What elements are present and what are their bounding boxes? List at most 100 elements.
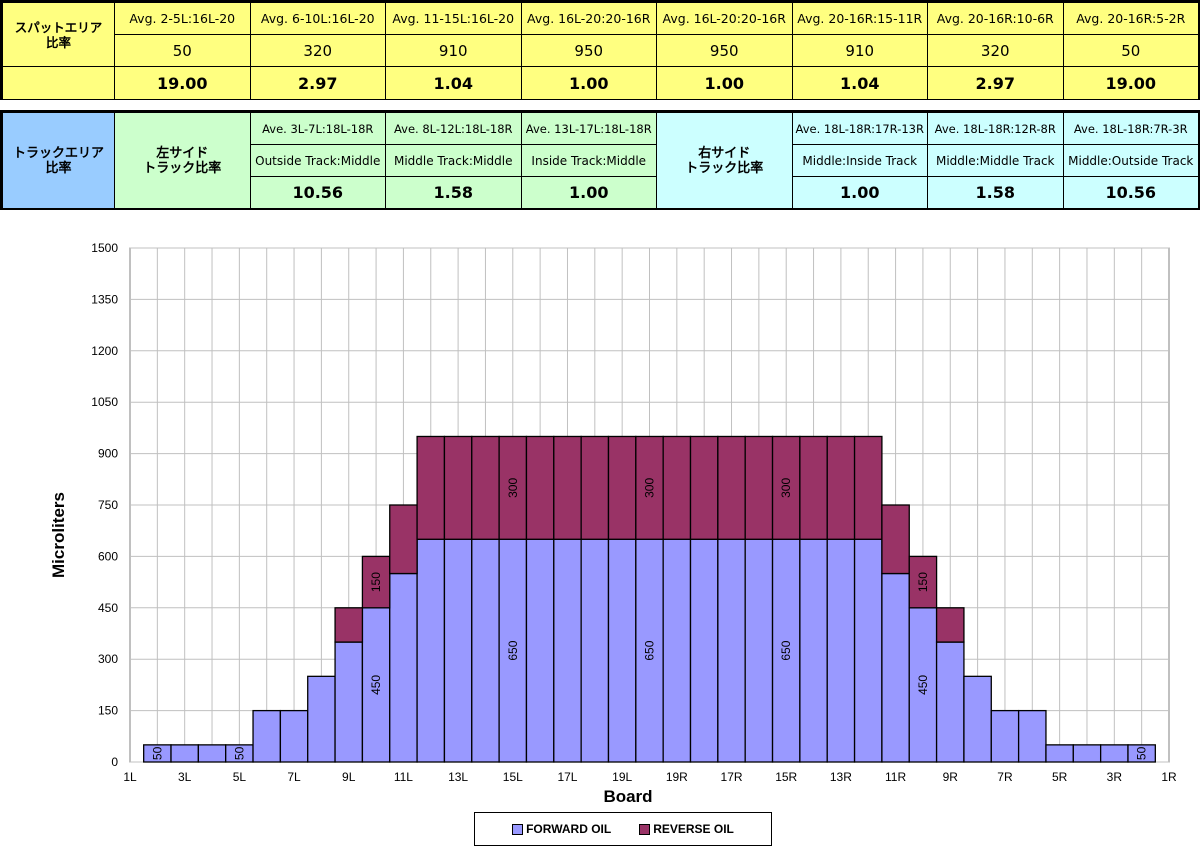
x-tick-label: 9L (342, 770, 356, 784)
data-label: 650 (506, 640, 520, 660)
right-track-col-label: Ave. 18L-18R:17R-13R (791, 112, 928, 145)
forward-oil-bar (1017, 709, 1047, 763)
spot-col-ratio: 1.04 (791, 66, 928, 100)
track-area-header-text: トラックエリア 比率 (12, 145, 104, 176)
y-tick-label: 1500 (91, 241, 118, 255)
data-label: 50 (150, 746, 164, 760)
reverse-oil-bar (361, 555, 391, 609)
forward-oil-bar (498, 538, 528, 763)
right-track-col-label: Ave. 18L-18R:7R-3R (1062, 112, 1199, 145)
forward-oil-bar (853, 538, 883, 763)
forward-oil-bar (607, 538, 637, 763)
spot-area-header: スパットエリア 比率 (2, 2, 115, 67)
x-tick-label: 15L (503, 770, 523, 784)
data-label: 650 (643, 640, 657, 660)
reverse-oil-bar (525, 435, 555, 540)
right-track-col-desc: Middle:Inside Track (791, 144, 928, 177)
reverse-oil-bar (443, 435, 473, 540)
spot-col-label: Avg. 16L-20:20-16R (656, 2, 793, 35)
left-side-track-label-text: 左サイド トラック比率 (143, 145, 222, 176)
x-tick-label: 3R (1107, 770, 1123, 784)
y-tick-label: 0 (111, 755, 118, 769)
y-tick-label: 450 (98, 601, 118, 615)
data-label: 650 (779, 640, 793, 660)
x-tick-label: 13L (448, 770, 468, 784)
spot-area-table: スパットエリア 比率 Avg. 2-5L:16L-20 Avg. 6-10L:1… (0, 0, 1200, 100)
reverse-oil-bar (416, 435, 446, 540)
x-tick-label: 5L (233, 770, 247, 784)
x-axis-title: Board (603, 787, 652, 806)
reverse-oil-bar (498, 435, 528, 540)
forward-oil-bar (307, 675, 336, 763)
spot-col-label: Avg. 2-5L:16L-20 (114, 2, 251, 35)
reverse-oil-bar (662, 435, 692, 540)
x-tick-label: 19L (612, 770, 632, 784)
spot-area-header-text: スパットエリア 比率 (14, 19, 103, 50)
spot-col-value: 50 (114, 34, 251, 67)
left-track-col-ratio: 10.56 (249, 176, 386, 209)
right-track-col-ratio: 1.58 (927, 176, 1064, 209)
forward-oil-bar (881, 572, 910, 763)
right-track-col-ratio: 1.00 (791, 176, 928, 209)
spot-col-value: 320 (249, 34, 386, 67)
y-tick-label: 150 (98, 704, 118, 718)
y-tick-label: 300 (98, 652, 118, 666)
spot-col-ratio: 19.00 (114, 66, 251, 100)
spot-col-value: 50 (1062, 34, 1199, 67)
reverse-oil-bar (881, 504, 910, 575)
x-tick-label: 15R (775, 770, 797, 784)
spot-col-ratio: 1.00 (656, 66, 793, 100)
x-tick-label: 17R (721, 770, 743, 784)
forward-oil-bar (689, 538, 719, 763)
legend-label: FORWARD OIL (526, 822, 612, 836)
reverse-oil-bar (334, 607, 364, 643)
reverse-oil-bar (826, 435, 856, 540)
spot-col-label: Avg. 20-16R:10-6R (927, 2, 1064, 35)
forward-oil-bar (279, 709, 309, 763)
reverse-oil-bar (744, 435, 774, 540)
forward-oil-bar (197, 744, 227, 763)
data-label: 150 (916, 572, 930, 592)
forward-oil-bar (416, 538, 446, 763)
left-track-col-ratio: 1.58 (385, 176, 522, 209)
forward-oil-bar (935, 641, 965, 763)
forward-oil-bar (170, 744, 200, 763)
reverse-oil-bar (471, 435, 500, 540)
left-track-col-desc: Middle Track:Middle (385, 144, 522, 177)
spot-col-label: Avg. 11-15L:16L-20 (385, 2, 522, 35)
forward-oil-bar (252, 709, 282, 763)
spot-col-value: 320 (927, 34, 1064, 67)
forward-oil-bar (662, 538, 692, 763)
forward-oil-bar (525, 538, 555, 763)
right-side-track-label-text: 右サイド トラック比率 (685, 145, 764, 176)
forward-oil-bar (361, 607, 391, 763)
reverse-oil-bar (689, 435, 719, 540)
x-tick-label: 9R (943, 770, 959, 784)
forward-oil-bar (471, 538, 500, 763)
forward-oil-bar (443, 538, 473, 763)
spot-col-label: Avg. 20-16R:15-11R (791, 2, 928, 35)
reverse-oil-bar (935, 607, 965, 643)
left-track-col-label: Ave. 13L-17L:18L-18R (520, 112, 657, 145)
reverse-oil-bar (853, 435, 883, 540)
forward-oil-bar (826, 538, 856, 763)
spot-col-ratio: 1.00 (520, 66, 657, 100)
spot-col-label: Avg. 20-16R:5-2R (1062, 2, 1199, 35)
chart-legend: FORWARD OIL REVERSE OIL (474, 812, 772, 846)
reverse-oil-bar (607, 435, 637, 540)
forward-oil-bar (717, 538, 746, 763)
left-side-track-label: 左サイド トラック比率 (114, 112, 251, 209)
data-label: 300 (643, 478, 657, 498)
forward-oil-bar (990, 709, 1020, 763)
spot-col-label: Avg. 16L-20:20-16R (520, 2, 657, 35)
x-tick-label: 1L (123, 770, 137, 784)
spot-col-ratio: 19.00 (1062, 66, 1199, 100)
x-tick-label: 13R (830, 770, 852, 784)
data-label: 450 (369, 675, 383, 695)
forward-oil-bar (771, 538, 801, 763)
forward-oil-bar (1099, 744, 1129, 763)
axis-ticks: 0 150 300 450 600 750 900 1050 1200 1350 1500 1L 3L 5… (91, 241, 1177, 784)
spot-col-ratio: 1.04 (385, 66, 522, 100)
track-area-header: トラックエリア 比率 (2, 112, 115, 209)
forward-oil-bar (908, 607, 938, 763)
